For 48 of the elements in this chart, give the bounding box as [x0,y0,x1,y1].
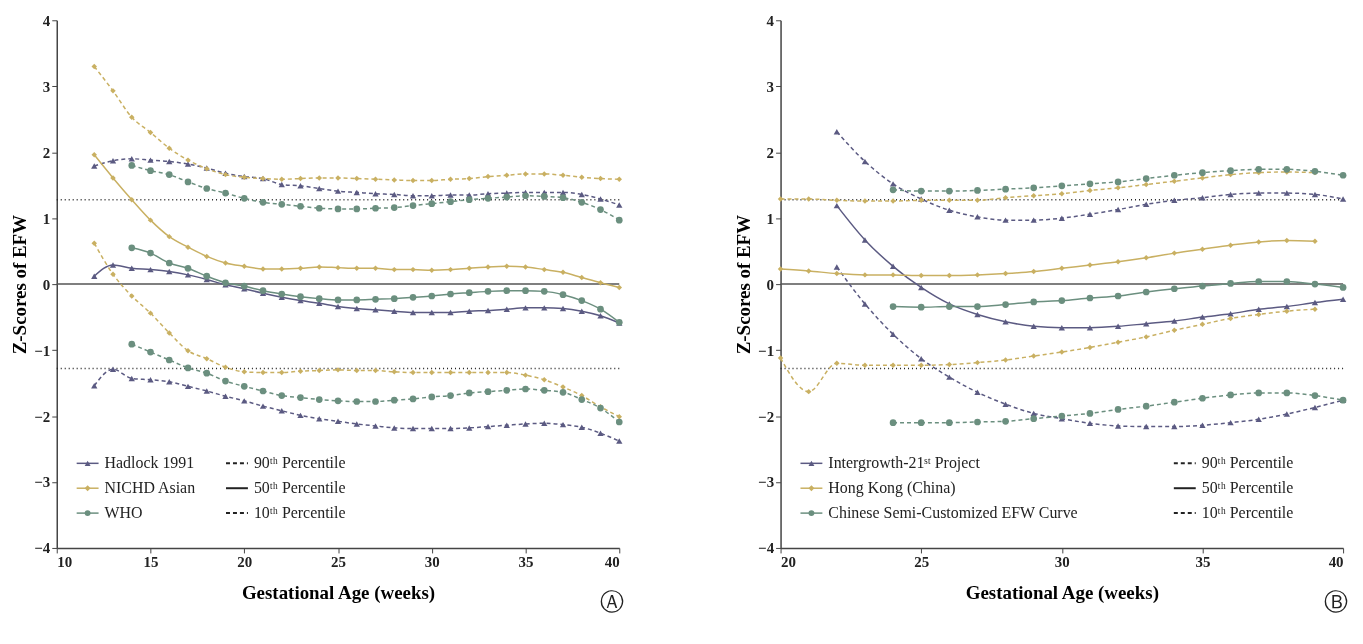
y-tick-label: −2 [34,408,51,425]
x-tick-label: 20 [781,554,796,571]
annotation: 10ᵗʰ Percentile [253,504,346,522]
y-tick-label: −4 [34,540,51,557]
y-tick-label: −1 [34,342,51,359]
y-tick-label: 3 [766,78,775,95]
text: Ⓐ [600,588,625,615]
legend-label: Intergrowth-21ˢᵗ Project [828,454,981,473]
y-tick-label: 3 [42,78,51,95]
x-tick-label: 35 [1195,554,1211,571]
x-tick-label: 15 [143,554,159,571]
y-axis-title: Z-Scores of EFW [9,214,31,355]
x-tick-label: 30 [424,554,440,571]
legend-label: NICHD Asian [104,479,196,497]
x-tick-label: 25 [331,554,346,571]
legend-label: WHO [104,504,143,522]
y-tick-label: −3 [34,474,51,491]
y-tick-label: 1 [42,210,51,227]
annotation: 50ᵗʰ Percentile [1201,479,1294,497]
x-tick-label: 25 [914,554,930,571]
y-tick-label: 2 [766,144,775,161]
x-tick-label: 35 [518,554,534,571]
x-axis-title: Gestational Age (weeks) [965,582,1159,605]
annotation: 90ᵗʰ Percentile [1201,454,1294,472]
annotation: 10ᵗʰ Percentile [1201,504,1294,522]
x-tick-label: 30 [1054,554,1070,571]
y-tick-label: −1 [758,342,775,359]
annotation: 90ᵗʰ Percentile [253,454,346,472]
x-tick-label: 20 [237,554,253,571]
y-tick-label: 4 [42,12,51,29]
y-tick-label: −4 [758,540,775,557]
y-axis-title: Z-Scores of EFW [733,214,755,355]
y-tick-label: 2 [42,144,51,161]
text: Ⓑ [1324,588,1349,615]
y-tick-label: −3 [758,474,775,491]
annotation: 50ᵗʰ Percentile [253,479,346,497]
legend-label: Hadlock 1991 [104,454,195,472]
x-tick-label: 40 [1328,554,1344,571]
x-tick-label: 10 [57,554,73,571]
y-tick-label: 0 [42,276,51,293]
y-tick-label: 4 [766,12,775,29]
legend-label: Chinese Semi-Customized EFW Curve [828,504,1078,522]
y-tick-label: 1 [766,210,775,227]
x-axis-title: Gestational Age (weeks) [241,582,436,605]
y-tick-label: −2 [758,408,775,425]
legend-label: Hong Kong (China) [828,479,956,498]
x-tick-label: 40 [604,554,620,571]
y-tick-label: 0 [766,276,775,293]
